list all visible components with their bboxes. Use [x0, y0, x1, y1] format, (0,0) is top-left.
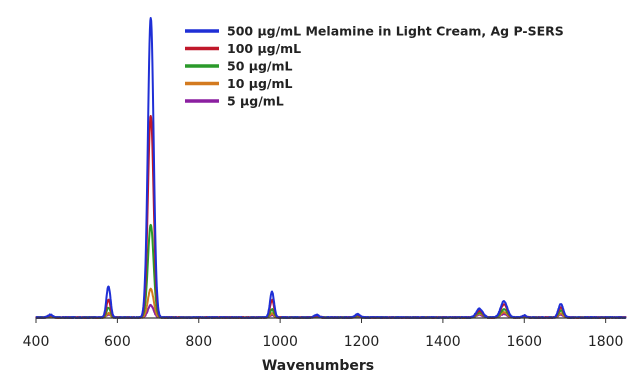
series-line: [35, 223, 627, 319]
legend-label: 5 µg/mL: [227, 94, 284, 109]
x-tick-label: 1400: [425, 334, 461, 350]
legend-label: 10 µg/mL: [227, 76, 292, 91]
series-line: [35, 303, 627, 319]
x-tick-layer: 400 600 800 1000 1200 1400 1600 1800: [23, 318, 624, 350]
x-tick-label: 800: [185, 334, 212, 350]
x-tick-label: 1600: [506, 334, 542, 350]
series-line: [35, 287, 627, 319]
x-tick-label: 400: [23, 334, 50, 350]
x-tick-label: 1000: [262, 334, 298, 350]
series-layer: [35, 17, 627, 319]
x-axis-title: Wavenumbers: [262, 358, 374, 374]
x-tick-label: 1800: [588, 334, 624, 350]
legend-label: 50 µg/mL: [227, 59, 292, 74]
series-line: [35, 115, 627, 319]
legend: 500 µg/mL Melamine in Light Cream, Ag P-…: [185, 24, 564, 109]
x-tick-label: 1200: [344, 334, 380, 350]
legend-label: 100 µg/mL: [227, 41, 301, 56]
x-tick-label: 600: [104, 334, 131, 350]
legend-label: 500 µg/mL Melamine in Light Cream, Ag P-…: [227, 24, 564, 39]
series-line: [35, 17, 627, 319]
